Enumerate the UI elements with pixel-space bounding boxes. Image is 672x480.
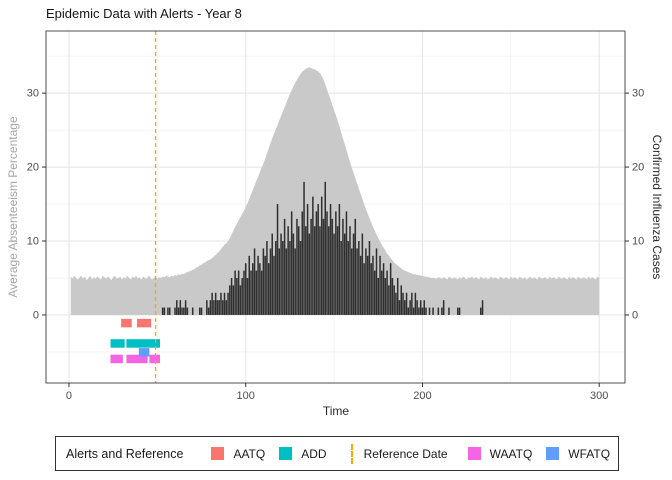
legend-item-reference-date: Reference Date	[347, 443, 448, 464]
wfatq-swatch-icon	[546, 447, 560, 460]
waatq-swatch-icon	[467, 447, 481, 460]
svg-text:100: 100	[237, 390, 255, 402]
legend-label-waatq: WAATQ	[489, 446, 533, 461]
legend-label-add: ADD	[301, 446, 327, 461]
legend-box: Alerts and Reference AATQ ADD Reference …	[55, 436, 619, 471]
svg-text:10: 10	[632, 236, 644, 248]
chart-plot-area: 0 100 200 300 0 0 10 10 20 20 30 30	[27, 30, 644, 402]
x-axis-title: Time	[322, 404, 350, 418]
legend-item-add: ADD	[279, 446, 327, 461]
legend-label-aatq: AATQ	[233, 446, 266, 461]
svg-text:0: 0	[66, 390, 72, 402]
svg-text:0: 0	[632, 309, 638, 321]
right-axis-title: Confirmed Influenza Cases	[650, 134, 664, 280]
chart-title: Epidemic Data with Alerts - Year 8	[46, 6, 242, 21]
svg-text:300: 300	[590, 390, 608, 402]
left-axis-title: Average Absenteeism Percentage	[6, 116, 20, 298]
legend-item-aatq: AATQ	[211, 447, 265, 461]
svg-text:30: 30	[632, 88, 644, 100]
svg-text:200: 200	[413, 390, 431, 402]
svg-text:0: 0	[33, 309, 39, 321]
aatq-swatch-icon	[211, 447, 225, 460]
svg-text:30: 30	[27, 88, 39, 100]
add-swatch-icon	[279, 447, 293, 460]
svg-text:20: 20	[632, 162, 644, 174]
dashed-line-icon	[350, 443, 353, 464]
legend-title: Alerts and Reference	[66, 446, 184, 461]
legend-label-reference-date: Reference Date	[363, 446, 448, 461]
legend-label-wfatq: WFATQ	[568, 446, 611, 461]
legend-item-wfatq: WFATQ	[546, 447, 610, 461]
svg-text:20: 20	[27, 162, 39, 174]
svg-text:10: 10	[27, 236, 39, 248]
legend-item-waatq: WAATQ	[467, 446, 533, 461]
